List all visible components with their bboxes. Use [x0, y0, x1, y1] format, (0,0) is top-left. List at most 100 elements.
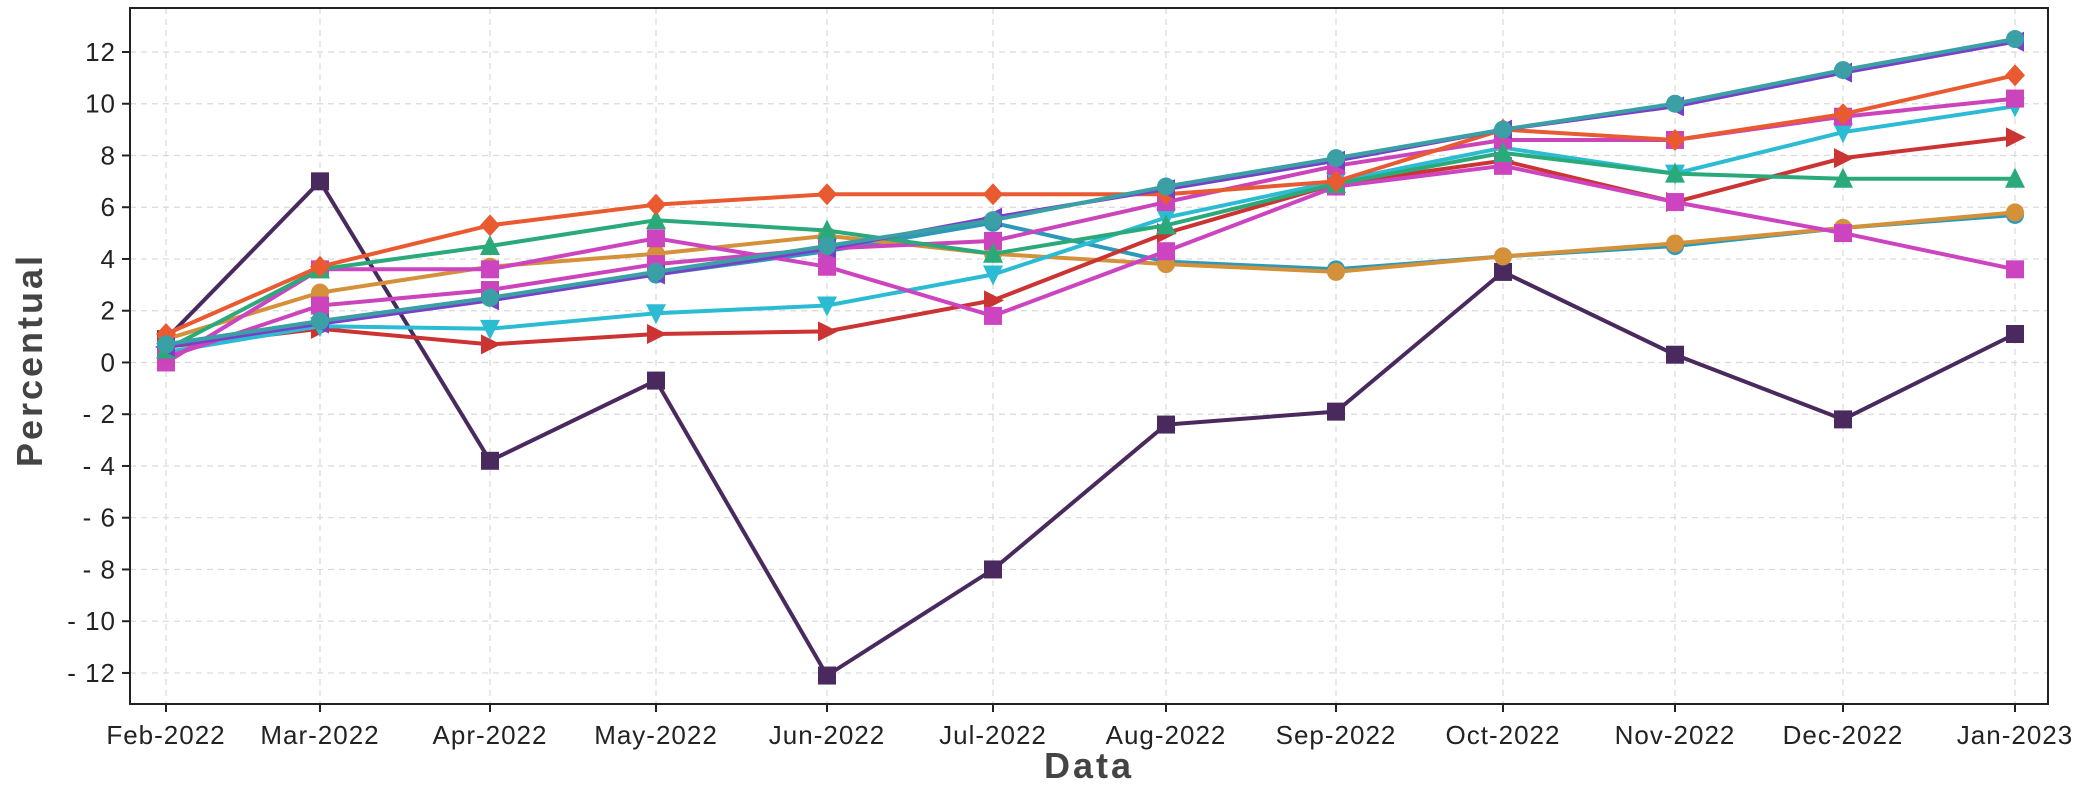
data-point-marker [480, 214, 500, 237]
x-tick-label: Dec-2022 [1783, 720, 1904, 750]
data-point-marker [1666, 193, 1684, 212]
data-point-marker [647, 371, 665, 390]
data-point-marker [481, 451, 499, 470]
series-group [155, 30, 2026, 685]
data-point-marker [818, 237, 836, 256]
y-tick-label: - 12 [67, 658, 116, 688]
data-point-marker [983, 265, 1003, 286]
data-point-marker [1665, 162, 1685, 183]
data-point-marker [311, 312, 329, 331]
data-point-marker [481, 288, 499, 307]
y-tick-label: 8 [101, 140, 116, 170]
y-tick-label: 12 [85, 37, 116, 67]
data-point-marker [984, 231, 1002, 250]
series-line [165, 104, 2016, 355]
x-tick-label: Apr-2022 [433, 720, 548, 750]
data-point-marker [646, 209, 666, 230]
data-point-marker [818, 321, 838, 342]
data-point-marker [1156, 214, 1176, 235]
data-point-marker [2006, 203, 2024, 222]
data-point-marker [1327, 402, 1345, 421]
plot-area-frame [129, 7, 2049, 705]
data-point-marker [311, 296, 329, 315]
data-point-marker [984, 306, 1002, 325]
x-tick-label: Aug-2022 [1106, 720, 1227, 750]
series-9 [156, 64, 2025, 346]
data-point-marker [1834, 61, 1852, 80]
series-line [164, 179, 2016, 678]
x-tick-label: Sep-2022 [1276, 720, 1397, 750]
data-point-marker [1833, 167, 1853, 188]
data-point-marker [1834, 410, 1852, 429]
data-point-marker [2006, 30, 2024, 49]
series-8 [156, 141, 2025, 359]
data-point-marker [311, 172, 329, 191]
data-point-marker [1494, 247, 1512, 266]
x-tick-label: Jun-2022 [769, 720, 885, 750]
series-line [165, 96, 2016, 360]
x-axis-title: Data [1044, 745, 1134, 786]
data-point-marker [481, 334, 501, 355]
y-tick-label: 6 [101, 192, 116, 222]
x-axis-ticks: Feb-2022 Mar-2022 Apr-2022 May-2022 Jun-2022… [106, 704, 2072, 750]
data-point-marker [1666, 234, 1684, 253]
data-point-marker [647, 262, 665, 281]
series-5 [156, 97, 2025, 364]
y-tick-label: - 4 [83, 451, 116, 481]
data-point-marker [1493, 141, 1513, 162]
y-tick-label: 2 [101, 296, 116, 326]
x-tick-label: Mar-2022 [260, 720, 379, 750]
data-point-marker [983, 183, 1003, 206]
data-point-marker [647, 229, 665, 248]
x-tick-label: May-2022 [594, 720, 718, 750]
data-point-marker [1666, 94, 1684, 113]
data-point-marker [1834, 148, 1854, 169]
data-point-marker [984, 290, 1004, 311]
data-point-marker [1157, 242, 1175, 261]
data-point-marker [1494, 120, 1512, 139]
data-point-marker [1157, 177, 1175, 196]
data-point-marker [2006, 260, 2024, 279]
series-line [165, 73, 2016, 336]
data-point-marker [1666, 345, 1684, 364]
data-point-marker [481, 260, 499, 279]
series-line [165, 135, 2016, 349]
data-point-marker [2006, 127, 2026, 148]
series-6 [157, 156, 2024, 372]
data-point-marker [1157, 415, 1175, 434]
data-point-marker [646, 193, 666, 216]
data-point-marker [646, 304, 666, 325]
grid [130, 8, 2048, 704]
data-point-marker [1833, 123, 1853, 144]
data-point-marker [818, 257, 836, 276]
data-point-marker [1834, 224, 1852, 243]
data-point-marker [2006, 89, 2024, 108]
data-point-marker [1665, 128, 1685, 151]
y-tick-label: - 10 [67, 606, 116, 636]
x-tick-label: Oct-2022 [1446, 720, 1561, 750]
data-point-marker [2005, 64, 2025, 87]
data-point-marker [817, 219, 837, 240]
data-point-marker [983, 242, 1003, 263]
series-line [165, 210, 2016, 342]
x-tick-label: Nov-2022 [1615, 720, 1736, 750]
series-line [164, 163, 2016, 365]
data-point-marker [2006, 325, 2024, 344]
y-tick-label: - 2 [83, 399, 116, 429]
data-point-marker [984, 211, 1002, 230]
data-point-marker [157, 335, 175, 354]
data-point-marker [818, 666, 836, 685]
series-1 [157, 172, 2024, 685]
y-tick-label: - 6 [83, 503, 116, 533]
data-point-marker [817, 296, 837, 317]
y-tick-label: 4 [101, 244, 116, 274]
data-point-marker [310, 255, 330, 278]
data-point-marker [1833, 103, 1853, 126]
data-point-marker [2005, 167, 2025, 188]
data-point-marker [1327, 149, 1345, 168]
data-point-marker [1494, 262, 1512, 281]
y-axis-ticks: 12 10 8 6 4 2 0 - 2 - 4 - 6 - 8 - 10 - 12 [67, 37, 130, 688]
data-point-marker [1326, 170, 1346, 193]
data-point-marker [480, 235, 500, 256]
